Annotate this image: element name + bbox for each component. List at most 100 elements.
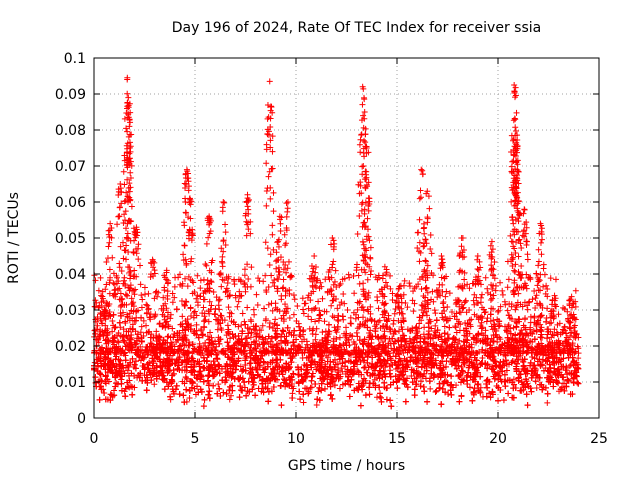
data-point bbox=[186, 394, 193, 401]
data-point bbox=[224, 368, 231, 375]
data-point bbox=[463, 373, 470, 380]
data-point bbox=[560, 380, 567, 387]
data-point bbox=[383, 396, 390, 403]
data-point bbox=[272, 370, 279, 377]
data-point bbox=[98, 377, 105, 384]
data-point bbox=[197, 386, 204, 393]
data-point bbox=[533, 385, 540, 392]
data-point bbox=[417, 383, 424, 390]
data-point bbox=[457, 379, 464, 386]
data-point bbox=[132, 365, 139, 372]
data-point bbox=[386, 363, 393, 370]
data-point bbox=[407, 357, 414, 364]
data-point bbox=[459, 368, 466, 375]
data-point bbox=[129, 391, 136, 398]
data-point bbox=[464, 377, 471, 384]
data-point bbox=[95, 378, 102, 385]
data-point bbox=[364, 369, 371, 376]
data-point bbox=[239, 310, 246, 317]
data-point bbox=[372, 364, 379, 371]
data-point bbox=[198, 373, 205, 380]
data-point bbox=[180, 392, 187, 399]
data-point bbox=[432, 389, 439, 396]
data-point bbox=[214, 355, 221, 362]
data-point bbox=[538, 361, 545, 368]
data-point bbox=[336, 385, 343, 392]
data-point bbox=[226, 396, 233, 403]
data-point bbox=[102, 356, 109, 363]
data-point bbox=[563, 330, 570, 337]
data-point bbox=[313, 366, 320, 373]
data-point bbox=[486, 390, 493, 397]
data-point bbox=[538, 331, 545, 338]
data-point bbox=[543, 318, 550, 325]
data-point bbox=[550, 383, 557, 390]
data-point bbox=[555, 372, 562, 379]
data-point bbox=[483, 377, 490, 384]
data-point bbox=[309, 370, 316, 377]
data-point bbox=[465, 369, 472, 376]
data-point bbox=[241, 379, 248, 386]
data-point bbox=[469, 397, 476, 404]
data-point bbox=[274, 356, 281, 363]
data-point bbox=[200, 354, 207, 361]
data-point bbox=[218, 312, 225, 319]
data-point bbox=[305, 354, 312, 361]
data-point bbox=[355, 368, 362, 375]
data-point bbox=[103, 345, 110, 352]
data-point bbox=[400, 332, 407, 339]
data-point bbox=[174, 365, 181, 372]
data-point bbox=[206, 388, 213, 395]
data-point bbox=[338, 365, 345, 372]
data-point bbox=[201, 365, 208, 372]
data-point bbox=[165, 383, 172, 390]
data-point bbox=[545, 355, 552, 362]
data-point bbox=[517, 387, 524, 394]
data-point bbox=[91, 303, 98, 310]
data-point bbox=[558, 371, 565, 378]
data-point bbox=[461, 360, 468, 367]
data-point bbox=[376, 356, 383, 363]
data-point bbox=[401, 355, 408, 362]
data-point bbox=[452, 362, 459, 369]
data-point bbox=[273, 360, 280, 367]
data-point bbox=[453, 329, 460, 336]
data-point bbox=[321, 375, 328, 382]
data-point bbox=[96, 396, 103, 403]
data-point bbox=[448, 373, 455, 380]
data-point bbox=[253, 366, 260, 373]
data-point bbox=[544, 399, 551, 406]
data-point bbox=[167, 393, 174, 400]
data-point bbox=[495, 397, 502, 404]
data-point bbox=[528, 388, 535, 395]
data-point bbox=[264, 360, 271, 367]
data-point bbox=[214, 390, 221, 397]
data-point bbox=[168, 380, 175, 387]
data-point bbox=[470, 373, 477, 380]
data-point bbox=[217, 393, 224, 400]
data-point bbox=[249, 378, 256, 385]
data-point bbox=[300, 391, 307, 398]
data-point bbox=[316, 397, 323, 404]
data-point bbox=[315, 388, 322, 395]
data-point bbox=[296, 388, 303, 395]
data-point bbox=[414, 363, 421, 370]
data-point bbox=[538, 312, 545, 319]
data-point bbox=[414, 370, 421, 377]
data-point bbox=[420, 384, 427, 391]
data-point bbox=[260, 389, 267, 396]
data-point bbox=[122, 385, 129, 392]
data-point bbox=[224, 339, 231, 346]
data-point bbox=[131, 384, 138, 391]
data-point bbox=[137, 357, 144, 364]
data-point bbox=[282, 383, 289, 390]
data-point bbox=[271, 366, 278, 373]
data-point bbox=[411, 392, 418, 399]
data-point bbox=[278, 382, 285, 389]
data-point bbox=[528, 374, 535, 381]
data-point bbox=[377, 394, 384, 401]
data-point bbox=[396, 351, 403, 358]
data-point bbox=[197, 293, 204, 300]
data-point bbox=[205, 382, 212, 389]
